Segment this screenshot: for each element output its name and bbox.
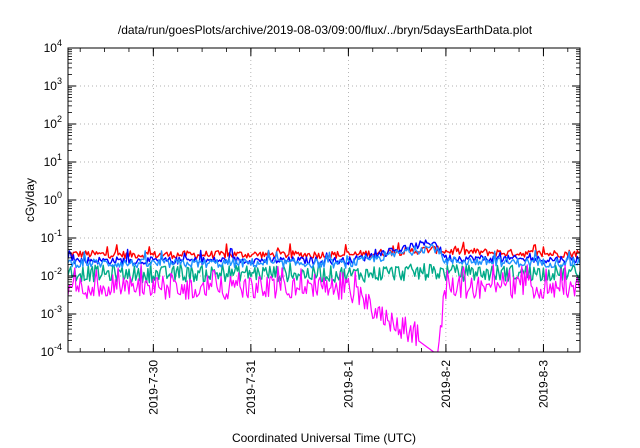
y-tick-label: 10-4 bbox=[41, 342, 62, 359]
x-tick-label: 2019-8-2 bbox=[439, 360, 453, 408]
y-tick-label: 104 bbox=[44, 38, 62, 55]
data-series-line bbox=[68, 264, 580, 352]
y-tick-label: 101 bbox=[44, 152, 62, 169]
x-tick-labels: 2019-7-30 2019-7-31 2019-8-1 2019-8-2 2019-8… bbox=[146, 360, 550, 415]
y-tick-label: 103 bbox=[44, 76, 62, 93]
grid bbox=[68, 48, 580, 352]
y-tick-label: 100 bbox=[44, 190, 62, 207]
x-tick-label: 2019-8-3 bbox=[536, 360, 550, 408]
x-axis-label: Coordinated Universal Time (UTC) bbox=[232, 431, 416, 445]
y-tick-label: 10-2 bbox=[41, 266, 62, 283]
y-tick-label: 10-3 bbox=[41, 304, 62, 321]
ticks bbox=[68, 47, 580, 353]
x-tick-label: 2019-7-30 bbox=[146, 360, 160, 415]
y-tick-label: 10-1 bbox=[41, 228, 62, 245]
series-layer bbox=[68, 239, 580, 352]
y-tick-labels: 10-4 10-3 10-2 10-1 100 101 102 103 104 bbox=[41, 38, 62, 359]
x-tick-label: 2019-8-1 bbox=[341, 360, 355, 408]
chart-title: /data/run/goesPlots/archive/2019-08-03/0… bbox=[118, 23, 533, 37]
y-axis-label: cGy/day bbox=[23, 178, 37, 222]
x-tick-label: 2019-7-31 bbox=[244, 360, 258, 415]
y-tick-label: 102 bbox=[44, 114, 62, 131]
data-series-line bbox=[68, 243, 580, 269]
